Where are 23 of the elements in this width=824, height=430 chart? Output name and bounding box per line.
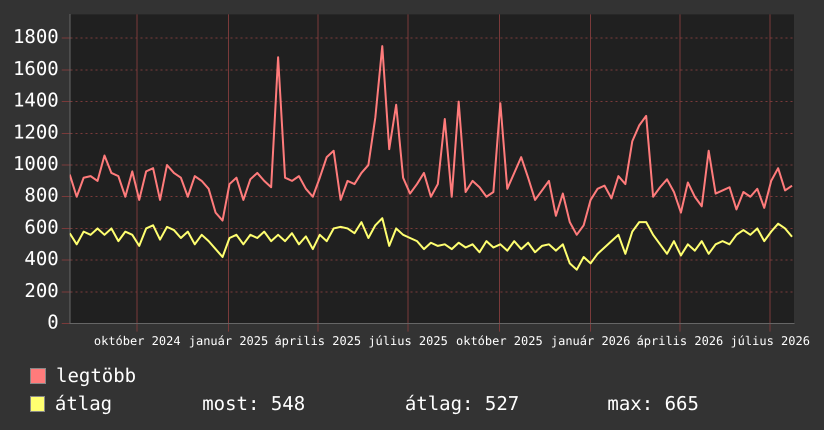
text: átlag: 527 bbox=[404, 393, 520, 415]
x-tick-label: április 2025 bbox=[274, 334, 362, 348]
x-tick-label: október 2025 bbox=[456, 334, 543, 348]
y-tick-label: 1400 bbox=[12, 90, 59, 112]
x-tick-label: április 2026 bbox=[636, 334, 724, 348]
text: most: 548 bbox=[202, 393, 306, 415]
x-tick-label: július 2025 bbox=[368, 334, 448, 348]
y-tick-label: 800 bbox=[24, 184, 59, 207]
y-tick-label: 1200 bbox=[12, 121, 59, 144]
x-tick-label: január 2025 bbox=[188, 334, 268, 348]
y-tick-label: 1000 bbox=[12, 152, 59, 175]
x-tick-label: január 2026 bbox=[550, 334, 630, 348]
y-tick-label: 1800 bbox=[12, 26, 59, 48]
y-tick-label: 200 bbox=[24, 280, 59, 302]
y-tick-label: 1600 bbox=[12, 58, 59, 80]
y-tick-label: 600 bbox=[24, 216, 59, 238]
y-tick-label: 0 bbox=[47, 312, 59, 334]
x-tick-label: július 2026 bbox=[730, 334, 810, 348]
x-tick-label: október 2024 bbox=[94, 334, 181, 348]
legend-label: átlag bbox=[54, 393, 114, 415]
legend-label: legtöbb bbox=[56, 365, 138, 387]
text: max: 665 bbox=[607, 393, 700, 415]
y-tick-label: 400 bbox=[24, 248, 59, 270]
